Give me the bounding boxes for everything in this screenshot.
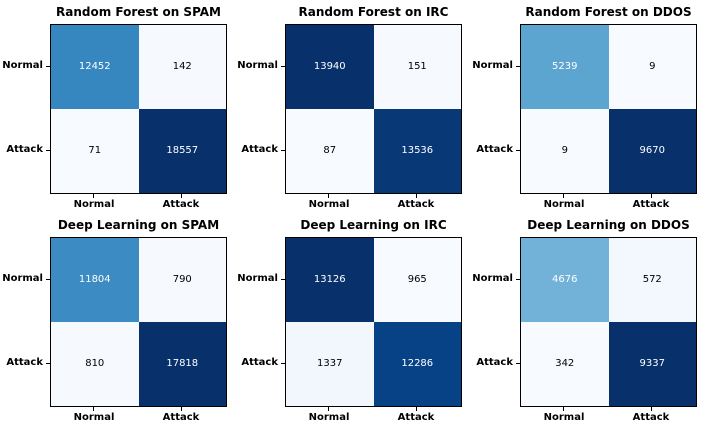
- y-tick-mark: [46, 66, 50, 67]
- plot-title: Deep Learning on DDOS: [527, 218, 690, 232]
- y-tick-label-normal: Normal: [472, 273, 513, 284]
- x-tick-label-attack: Attack: [397, 412, 435, 423]
- cell-attack-normal: 87: [286, 109, 374, 193]
- confusion-matrix-grid: 5239 9 9 9670: [520, 24, 697, 194]
- x-tick-mark: [563, 194, 564, 198]
- x-tick-label-attack: Attack: [162, 412, 200, 423]
- cell-normal-normal: 12452: [51, 25, 139, 109]
- y-tick-mark: [516, 279, 520, 280]
- x-tick-label-attack: Attack: [632, 412, 670, 423]
- cell-normal-normal: 5239: [521, 25, 609, 109]
- cell-normal-attack: 965: [373, 238, 461, 322]
- cell-attack-normal: 342: [521, 322, 609, 406]
- confusion-matrix-grid: 4676 572 342 9337: [520, 237, 697, 407]
- cell-attack-normal: 9: [521, 109, 609, 193]
- x-tick-mark: [416, 407, 417, 411]
- cell-normal-normal: 11804: [51, 238, 139, 322]
- y-tick-label-normal: Normal: [237, 60, 278, 71]
- cell-attack-normal: 1337: [286, 322, 374, 406]
- x-tick-mark: [328, 194, 329, 198]
- x-tick-mark: [563, 407, 564, 411]
- cell-normal-normal: 4676: [521, 238, 609, 322]
- x-tick-label-attack: Attack: [632, 199, 670, 210]
- y-tick-mark: [516, 66, 520, 67]
- x-tick-label-normal: Normal: [308, 412, 350, 423]
- subplot-random-forest-irc: Random Forest on IRC 13940 151 87 13536 …: [235, 0, 470, 213]
- y-tick-label-normal: Normal: [472, 60, 513, 71]
- cell-attack-attack: 13536: [373, 109, 461, 193]
- confusion-matrix-grid: 13940 151 87 13536: [285, 24, 462, 194]
- cell-attack-normal: 71: [51, 109, 139, 193]
- cell-normal-attack: 790: [138, 238, 226, 322]
- plot-title: Random Forest on SPAM: [56, 5, 221, 19]
- x-tick-mark: [93, 407, 94, 411]
- y-tick-mark: [281, 66, 285, 67]
- cell-normal-attack: 9: [608, 25, 696, 109]
- cell-attack-attack: 17818: [138, 322, 226, 406]
- x-tick-mark: [181, 194, 182, 198]
- y-tick-label-attack: Attack: [476, 144, 513, 155]
- x-tick-label-normal: Normal: [543, 412, 585, 423]
- y-tick-label-attack: Attack: [241, 357, 278, 368]
- cell-attack-attack: 9670: [608, 109, 696, 193]
- subplot-deep-learning-irc: Deep Learning on IRC 13126 965 1337 1228…: [235, 213, 470, 426]
- subplot-random-forest-ddos: Random Forest on DDOS 5239 9 9 9670 Norm…: [470, 0, 705, 213]
- cell-attack-attack: 12286: [373, 322, 461, 406]
- cell-attack-attack: 18557: [138, 109, 226, 193]
- x-tick-label-normal: Normal: [308, 199, 350, 210]
- y-tick-mark: [281, 150, 285, 151]
- plot-title: Deep Learning on IRC: [300, 218, 447, 232]
- confusion-matrix-grid: 11804 790 810 17818: [50, 237, 227, 407]
- y-tick-mark: [281, 363, 285, 364]
- cell-normal-normal: 13126: [286, 238, 374, 322]
- y-tick-label-normal: Normal: [2, 273, 43, 284]
- cell-normal-attack: 151: [373, 25, 461, 109]
- subplot-random-forest-spam: Random Forest on SPAM 12452 142 71 18557…: [0, 0, 235, 213]
- y-tick-mark: [46, 150, 50, 151]
- x-tick-mark: [651, 407, 652, 411]
- cell-normal-attack: 142: [138, 25, 226, 109]
- x-tick-mark: [328, 407, 329, 411]
- y-tick-mark: [516, 150, 520, 151]
- x-tick-label-attack: Attack: [397, 199, 435, 210]
- x-tick-mark: [416, 194, 417, 198]
- y-tick-mark: [281, 279, 285, 280]
- plot-title: Random Forest on DDOS: [525, 5, 692, 19]
- cell-normal-normal: 13940: [286, 25, 374, 109]
- x-tick-label-normal: Normal: [73, 199, 115, 210]
- cell-attack-normal: 810: [51, 322, 139, 406]
- x-tick-label-normal: Normal: [73, 412, 115, 423]
- y-tick-label-normal: Normal: [237, 273, 278, 284]
- x-tick-mark: [93, 194, 94, 198]
- cell-attack-attack: 9337: [608, 322, 696, 406]
- subplot-deep-learning-ddos: Deep Learning on DDOS 4676 572 342 9337 …: [470, 213, 705, 426]
- y-tick-mark: [516, 363, 520, 364]
- y-tick-label-attack: Attack: [241, 144, 278, 155]
- y-tick-label-attack: Attack: [476, 357, 513, 368]
- y-tick-mark: [46, 279, 50, 280]
- y-tick-label-attack: Attack: [6, 357, 43, 368]
- confusion-matrix-grid: 12452 142 71 18557: [50, 24, 227, 194]
- y-tick-label-attack: Attack: [6, 144, 43, 155]
- cell-normal-attack: 572: [608, 238, 696, 322]
- x-tick-mark: [651, 194, 652, 198]
- confusion-matrix-grid: 13126 965 1337 12286: [285, 237, 462, 407]
- y-tick-mark: [46, 363, 50, 364]
- subplot-deep-learning-spam: Deep Learning on SPAM 11804 790 810 1781…: [0, 213, 235, 426]
- plot-title: Random Forest on IRC: [298, 5, 449, 19]
- x-tick-label-normal: Normal: [543, 199, 585, 210]
- x-tick-mark: [181, 407, 182, 411]
- x-tick-label-attack: Attack: [162, 199, 200, 210]
- plot-title: Deep Learning on SPAM: [57, 218, 220, 232]
- y-tick-label-normal: Normal: [2, 60, 43, 71]
